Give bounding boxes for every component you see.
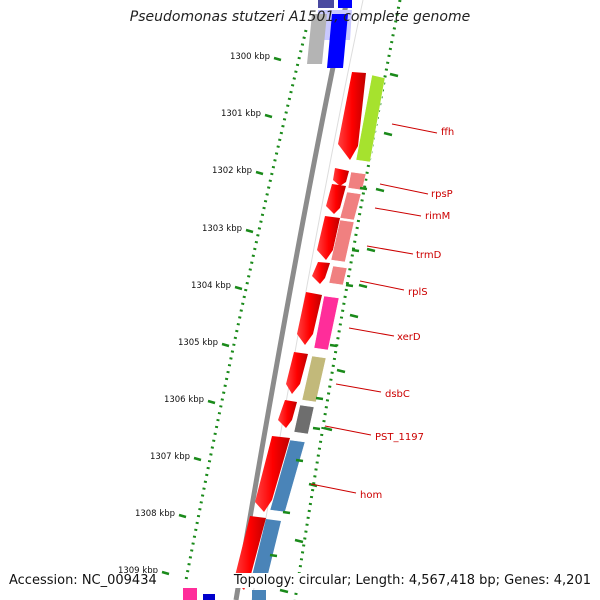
kbp-label: 1305 kbp [178, 338, 218, 348]
kbp-label: 1301 kbp [221, 109, 261, 119]
scale-tick [358, 283, 368, 289]
map-title: Pseudomonas stutzeri A1501, complete gen… [129, 9, 471, 25]
gene-blocks [251, 74, 386, 582]
gene-label-rpsp[interactable]: rpsP [431, 189, 453, 200]
scale-tick [269, 553, 278, 558]
feature-top-navy [318, 0, 334, 8]
kbp-tick [273, 56, 282, 62]
scale-tick [295, 458, 304, 463]
feature-bottom-blue [203, 594, 215, 600]
kbp-labels: 1300 kbp 1301 kbp 1302 kbp 1303 kbp 1304 kbp… [118, 52, 270, 576]
feature-bottom-pink [183, 588, 197, 600]
gene-block-dsbc[interactable] [301, 355, 327, 403]
kbp-label: 1304 kbp [191, 281, 231, 291]
kbp-tick [234, 285, 243, 291]
gene-arrow[interactable] [333, 168, 349, 186]
scale-tick [383, 131, 393, 137]
gene-leader-line [324, 425, 372, 436]
kbp-label: 1308 kbp [135, 509, 175, 519]
feature-bottom-steel [252, 590, 266, 600]
gene-arrow[interactable] [317, 216, 340, 260]
gene-block-ffh[interactable] [355, 74, 386, 163]
gene-arrow[interactable] [297, 292, 322, 345]
scale-tick [282, 510, 291, 515]
gene-label-rpls[interactable]: rplS [408, 287, 428, 298]
scale-tick [366, 247, 376, 253]
gene-label-rimm[interactable]: rimM [425, 211, 450, 222]
kbp-tick [264, 113, 273, 119]
kbp-label: 1300 kbp [230, 52, 270, 62]
scale-tick [359, 186, 368, 191]
gene-leader-line [374, 207, 422, 217]
kbp-tick [207, 399, 216, 405]
kbp-tick [161, 570, 170, 576]
scale-tick [294, 538, 304, 544]
gene-arrow[interactable] [255, 436, 290, 512]
gene-label-xerd[interactable]: xerD [397, 332, 421, 343]
kbp-label: 1307 kbp [150, 452, 190, 462]
scale-ticks [161, 56, 399, 594]
gene-label-pst_1197[interactable]: PST_1197 [375, 432, 424, 443]
kbp-label: 1302 kbp [212, 166, 252, 176]
gene-leader-line [348, 327, 395, 337]
scale-tick [389, 72, 399, 78]
forward-strand-genes [234, 72, 366, 590]
gene-leader-line [379, 183, 429, 195]
gene-leader-line [359, 280, 405, 291]
kbp-tick [178, 513, 187, 519]
inner-scale-arc [184, 29, 308, 581]
gene-arrow[interactable] [312, 262, 330, 284]
gene-block-pst_1197[interactable] [293, 404, 315, 435]
kbp-tick [255, 170, 264, 176]
outer-scale-arc [293, 0, 402, 600]
gene-arrow[interactable] [326, 184, 346, 214]
scale-tick [323, 426, 333, 432]
kbp-tick [193, 456, 202, 462]
accession-label: Accession: NC_009434 [9, 573, 161, 588]
scale-tick [351, 248, 360, 253]
feature-blue [327, 14, 348, 68]
gene-arrow[interactable] [234, 516, 266, 590]
gene-block-rimm[interactable] [339, 191, 362, 221]
scale-tick [329, 343, 338, 348]
gene-label-trmd[interactable]: trmD [416, 250, 442, 261]
scale-tick [345, 283, 354, 288]
kbp-tick [245, 228, 254, 234]
scale-tick [279, 588, 289, 594]
scale-tick [315, 396, 324, 401]
topology-label: Topology: circular; Length: 4,567,418 bp… [229, 573, 591, 588]
gene-leader-line [366, 245, 414, 255]
gene-leader-line [335, 383, 382, 393]
gene-block-rpls[interactable] [328, 265, 348, 286]
gene-leader-line [391, 123, 438, 134]
feature-grey [307, 14, 327, 64]
kbp-label: 1306 kbp [164, 395, 204, 405]
gene-block-trmd[interactable] [330, 219, 355, 263]
gene-arrow[interactable] [338, 72, 366, 160]
kbp-tick [221, 342, 230, 348]
gene-label-hom[interactable]: hom [360, 490, 382, 501]
kbp-label: 1309 kbp [118, 566, 158, 576]
gene-block-xerd[interactable] [313, 295, 340, 351]
feature-top-blue [338, 0, 352, 8]
gene-arrow[interactable] [278, 400, 297, 428]
scale-tick [375, 187, 385, 193]
kbp-label: 1303 kbp [202, 224, 242, 234]
gene-block-hom-extension[interactable] [251, 519, 281, 582]
scale-tick [336, 368, 346, 374]
gene-arrow[interactable] [286, 352, 308, 394]
gene-block-rpsp[interactable] [347, 171, 367, 191]
scale-tick [308, 482, 318, 488]
gene-leader-line [310, 483, 357, 494]
gene-label-ffh[interactable]: ffh [441, 127, 454, 138]
gene-label-dsbc[interactable]: dsbC [385, 389, 410, 400]
scale-tick [312, 426, 321, 431]
scale-tick [349, 313, 359, 319]
